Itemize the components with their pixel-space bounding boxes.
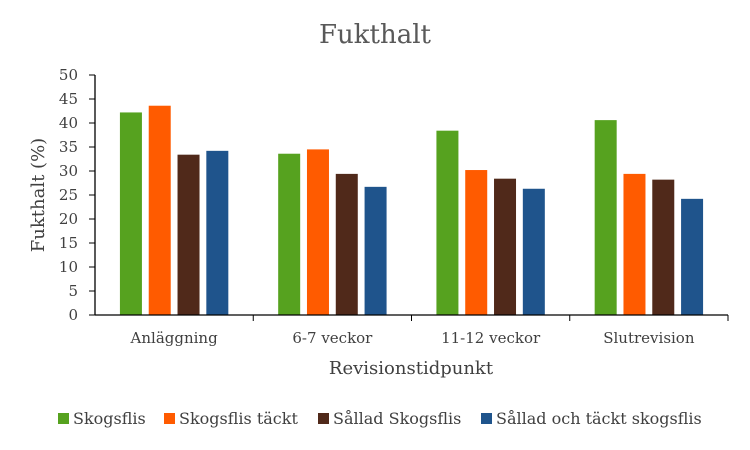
bar xyxy=(148,105,171,315)
x-tick-labels: Anläggning 6-7 veckor 11-12 veckor Slutrevi… xyxy=(130,315,729,347)
bar xyxy=(177,154,200,315)
bar xyxy=(436,130,459,315)
bar xyxy=(278,153,301,315)
y-tick-label: 5 xyxy=(68,282,78,300)
bar xyxy=(623,173,646,315)
y-tick-label: 25 xyxy=(59,186,78,204)
x-axis-title: Revisionstidpunkt xyxy=(329,358,494,379)
bar xyxy=(522,188,545,315)
y-tick-label: 45 xyxy=(59,90,78,108)
bar xyxy=(681,198,704,315)
bar xyxy=(119,112,142,315)
legend-label: Skogsflis xyxy=(73,409,146,428)
x-tick-label: Anläggning xyxy=(130,329,219,347)
x-tick-label: 11-12 veckor xyxy=(441,329,541,347)
y-tick-label: 30 xyxy=(59,162,78,180)
legend-swatch xyxy=(164,413,175,424)
bar xyxy=(594,120,617,316)
legend: Skogsflis Skogsflis täckt Sållad Skogsflis… xyxy=(58,409,702,428)
legend-label: Sållad Skogsflis xyxy=(333,409,461,428)
bars xyxy=(119,105,704,316)
bar xyxy=(206,150,229,315)
y-axis-title: Fukthalt (%) xyxy=(28,138,49,252)
legend-swatch xyxy=(481,413,492,424)
bar xyxy=(652,179,675,315)
bar xyxy=(364,186,387,315)
bar xyxy=(335,173,358,315)
legend-label: Sållad och täckt skogsflis xyxy=(496,409,702,428)
y-tick-label: 40 xyxy=(59,114,78,132)
bar xyxy=(494,178,517,315)
y-tick-label: 15 xyxy=(59,234,78,252)
y-tick-label: 10 xyxy=(59,258,78,276)
legend-label: Skogsflis täckt xyxy=(179,409,298,428)
x-tick-label: Slutrevision xyxy=(603,329,695,347)
legend-swatch xyxy=(318,413,329,424)
y-tick-labels: 0 5 10 15 20 25 30 35 40 45 50 xyxy=(59,66,95,324)
y-tick-label: 50 xyxy=(59,66,78,84)
legend-swatch xyxy=(58,413,69,424)
y-tick-label: 0 xyxy=(68,306,78,324)
y-tick-label: 35 xyxy=(59,138,78,156)
bar xyxy=(306,149,329,315)
x-tick-label: 6-7 veckor xyxy=(292,329,373,347)
chart-title: Fukthalt xyxy=(319,20,432,50)
bar xyxy=(465,170,488,315)
y-tick-label: 20 xyxy=(59,210,78,228)
